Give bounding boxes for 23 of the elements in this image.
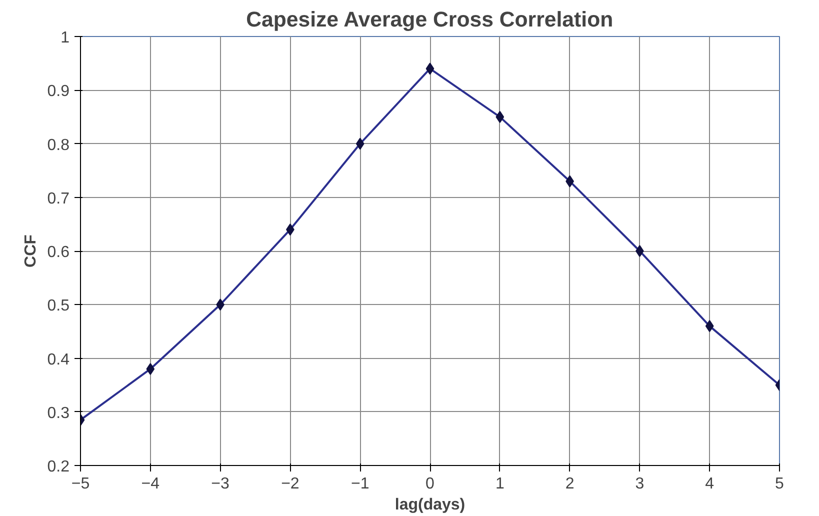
- y-tick-label: 0.4: [47, 351, 70, 368]
- x-tick-label: −1: [350, 476, 370, 492]
- x-axis-title: lag(days): [394, 496, 466, 514]
- y-tick-label: 0.7: [47, 190, 70, 208]
- x-tick-label: 2: [565, 476, 574, 492]
- y-tick-label: 0.2: [47, 458, 70, 476]
- chart-title: Capesize Average Cross Correlation: [246, 8, 614, 32]
- x-tick-label: −3: [211, 476, 230, 492]
- y-tick-label: 0.6: [47, 244, 70, 261]
- y-tick-label: 1: [60, 30, 70, 46]
- y-tick-label: 0.5: [47, 298, 70, 315]
- x-tick-label: 5: [775, 476, 784, 492]
- x-tick-label: 0: [426, 476, 435, 492]
- x-tick-label: −4: [141, 476, 160, 492]
- x-tick-label: −5: [71, 476, 90, 492]
- x-tick-label: 3: [635, 476, 644, 492]
- y-tick-label: 0.9: [47, 83, 70, 100]
- y-tick-label: 0.3: [47, 404, 70, 422]
- x-tick-label: 4: [705, 476, 714, 492]
- y-tick-label: 0.8: [47, 136, 70, 154]
- y-axis-title: CCF: [22, 234, 40, 268]
- x-tick-label: 1: [495, 476, 504, 492]
- x-tick-label: −2: [281, 476, 300, 492]
